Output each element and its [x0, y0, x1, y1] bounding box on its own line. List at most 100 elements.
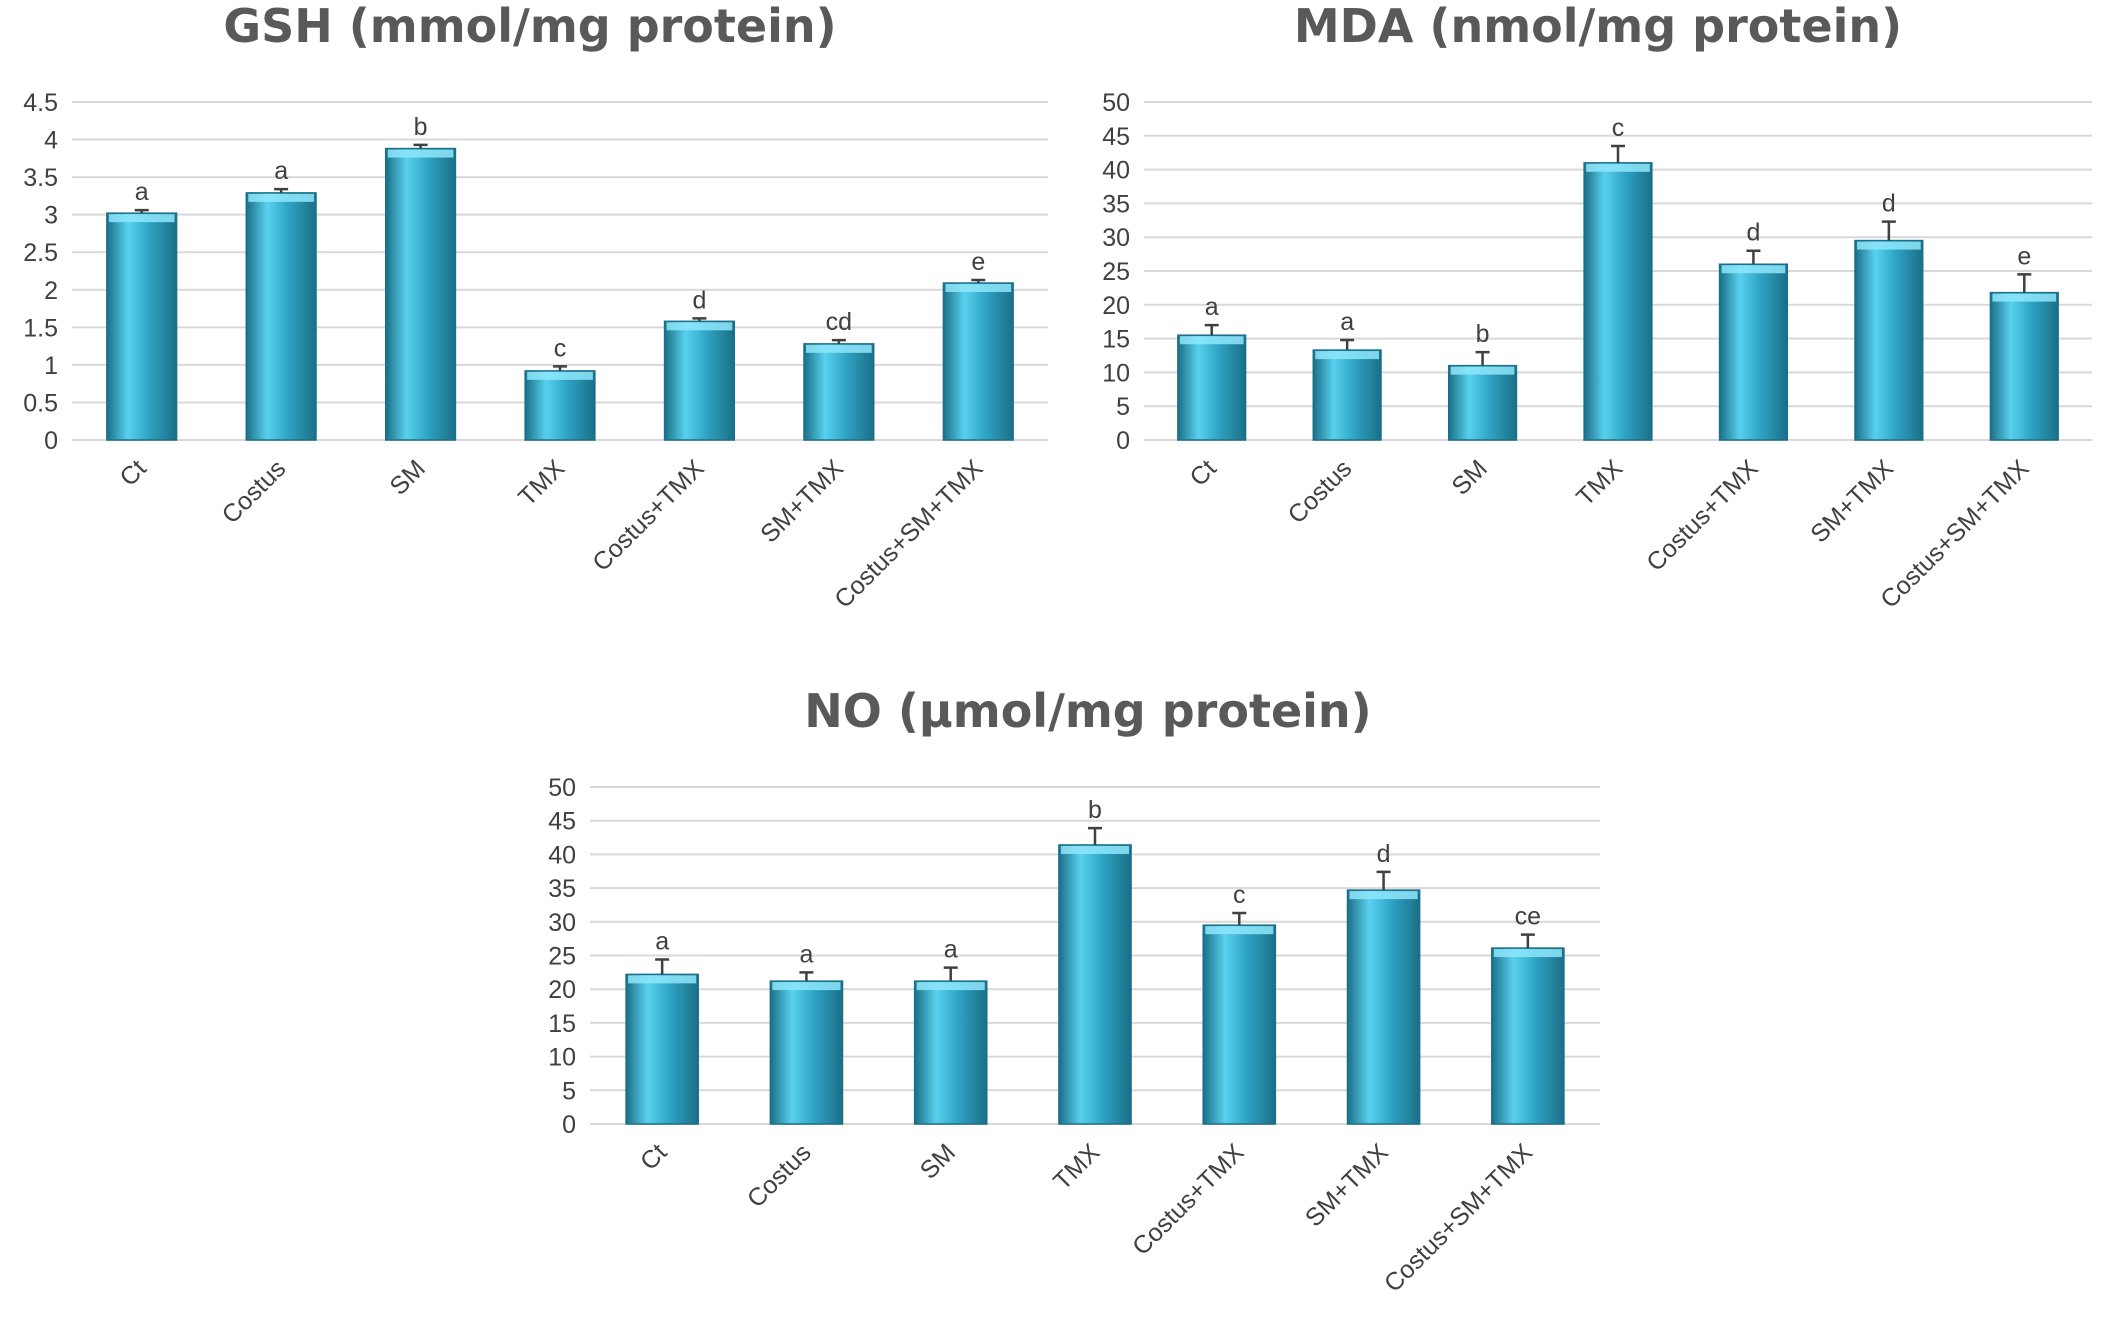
y-tick-label: 25 — [548, 943, 576, 971]
y-tick-label: 1.5 — [23, 314, 58, 342]
category-label: Costus — [1283, 454, 1358, 529]
bar-top-highlight — [1857, 241, 1921, 250]
y-tick-label: 40 — [1102, 157, 1130, 185]
y-tick-label: 15 — [548, 1010, 576, 1038]
error-bar — [1881, 220, 1896, 241]
significance-label: d — [1377, 840, 1391, 868]
y-tick-label: 45 — [1102, 123, 1130, 151]
bar — [1491, 947, 1565, 1125]
bar — [663, 320, 736, 441]
bar-top-highlight — [945, 284, 1012, 293]
y-tick-label: 4.5 — [23, 89, 58, 117]
error-bar — [692, 317, 707, 322]
bar-top-highlight — [1349, 891, 1418, 900]
significance-label: a — [135, 178, 149, 206]
category-label: Costus — [742, 1138, 817, 1213]
bar-top-highlight — [1721, 265, 1786, 274]
bar-top-highlight — [772, 982, 841, 991]
error-bar — [1088, 826, 1102, 845]
bar-top-highlight — [108, 214, 175, 223]
y-tick-label: 3.5 — [23, 164, 58, 192]
y-tick-label: 0 — [562, 1111, 576, 1139]
chart-gsh: GSH (mmol/mg protein) 0 0.5 1 1.5 2 2.5 3 3.5 4 4.… — [23, 0, 1048, 614]
bar — [524, 370, 596, 441]
category-label: SM — [915, 1138, 961, 1184]
chart-title: MDA (nmol/mg protein) — [1294, 0, 1902, 53]
y-tick-label: 30 — [548, 909, 576, 937]
category-label: SM+TMX — [1805, 454, 1899, 548]
significance-label: d — [692, 286, 706, 314]
category-label: Costus+TMX — [1127, 1138, 1250, 1261]
bar — [1583, 162, 1653, 441]
significance-label: c — [1612, 114, 1625, 142]
bar — [1718, 263, 1789, 441]
y-tick-label: 35 — [1102, 190, 1130, 218]
y-tick-label: 10 — [548, 1044, 576, 1072]
error-bar — [413, 143, 428, 149]
bar-top-highlight — [1586, 163, 1650, 172]
bar — [625, 973, 699, 1125]
y-tick-label: 5 — [562, 1077, 576, 1105]
bar — [384, 147, 457, 441]
chart-panel-gsh: GSH (mmol/mg protein) 0 0.5 1 1.5 2 2.5 3 3.5 4 4.… — [0, 0, 1064, 660]
significance-label: a — [655, 928, 669, 956]
bar-top-highlight — [387, 149, 454, 158]
significance-label: a — [274, 157, 288, 185]
bar — [1177, 334, 1247, 441]
significance-label: a — [799, 940, 813, 968]
chart-no: NO (µmol/mg protein) 0 5 10 15 20 25 30 35 40 45 50… — [548, 684, 1600, 1298]
bar-top-highlight — [1992, 293, 2057, 302]
category-label: Costus+SM+TMX — [829, 454, 989, 614]
bar-top-highlight — [806, 344, 872, 353]
bar — [106, 212, 178, 441]
category-label: TMX — [1571, 454, 1628, 511]
y-tick-label: 0 — [1116, 427, 1130, 455]
bar — [803, 343, 875, 441]
chart-title: GSH (mmol/mg protein) — [223, 0, 836, 53]
bar — [1346, 889, 1421, 1125]
error-bar — [1746, 249, 1761, 265]
category-label: TMX — [1048, 1138, 1105, 1195]
bar — [1312, 349, 1382, 441]
y-tick-label: 45 — [548, 808, 576, 836]
category-label: Ct — [1184, 454, 1222, 492]
category-label: Ct — [114, 454, 152, 492]
error-bar — [799, 971, 814, 982]
significance-label: b — [414, 113, 428, 141]
chart-mda: MDA (nmol/mg protein) 0 5 10 15 20 25 30 35 40 45 5… — [1102, 0, 2092, 614]
significance-label: d — [1746, 219, 1760, 247]
error-bar — [1520, 933, 1535, 949]
bar — [1202, 924, 1277, 1125]
bar — [1854, 239, 1924, 441]
y-tick-label: 0.5 — [23, 389, 58, 417]
y-tick-label: 4 — [44, 127, 58, 155]
y-tick-label: 40 — [548, 841, 576, 869]
y-tick-label: 10 — [1102, 359, 1130, 387]
bar — [942, 282, 1014, 441]
category-label: Ct — [635, 1138, 673, 1176]
error-bar — [274, 187, 289, 193]
y-tick-label: 1 — [44, 352, 58, 380]
significance-label: cd — [826, 308, 852, 336]
y-tick-label: 50 — [1102, 89, 1130, 117]
error-bar — [943, 966, 958, 982]
y-tick-label: 0 — [44, 427, 58, 455]
y-tick-label: 30 — [1102, 224, 1130, 252]
error-bar — [1475, 350, 1490, 366]
error-bar — [1376, 870, 1391, 891]
y-tick-label: 20 — [1102, 292, 1130, 320]
bar — [1989, 291, 2059, 441]
bar — [1058, 844, 1132, 1125]
y-tick-label: 2.5 — [23, 239, 58, 267]
bar-top-highlight — [1179, 336, 1244, 345]
chart-panel-no: NO (µmol/mg protein) 0 5 10 15 20 25 30 35 40 45 50… — [530, 675, 1630, 1321]
significance-label: c — [554, 334, 567, 362]
error-bar — [655, 958, 670, 975]
bar-top-highlight — [1493, 949, 1562, 958]
significance-label: b — [1476, 320, 1490, 348]
category-label: Costus+SM+TMX — [1875, 454, 2035, 614]
category-label: Costus+TMX — [1641, 454, 1764, 577]
bar-top-highlight — [527, 371, 593, 380]
chart-panel-mda: MDA (nmol/mg protein) 0 5 10 15 20 25 30 35 40 45 5… — [1040, 0, 2128, 660]
significance-label: ce — [1515, 903, 1541, 931]
